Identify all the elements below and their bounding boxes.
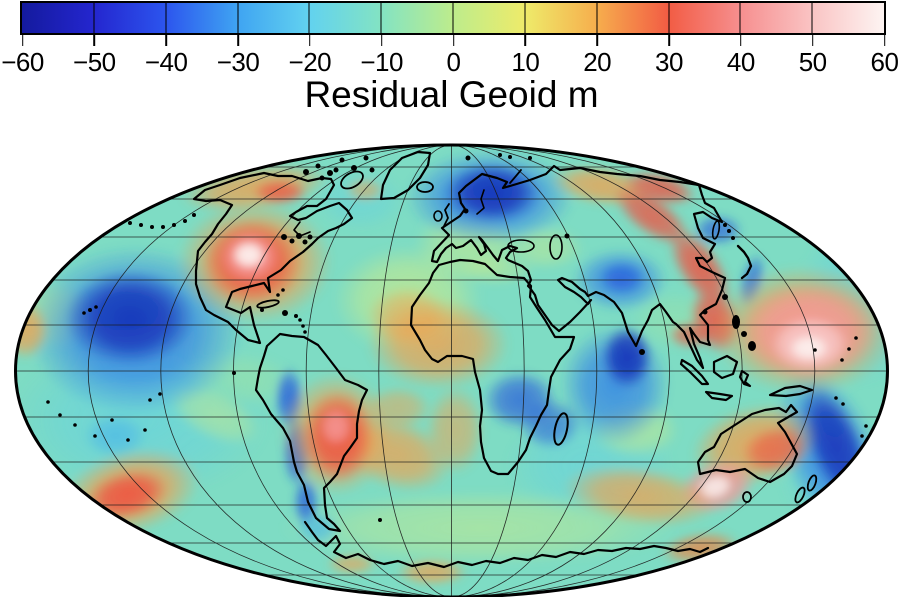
coastline-north-america bbox=[192, 171, 354, 345]
colorbar-tick bbox=[380, 34, 383, 46]
coastline-australia bbox=[696, 403, 799, 484]
coastline-uk bbox=[443, 203, 450, 227]
colorbar-segment-divider bbox=[165, 3, 167, 33]
colorbar-tick-label: 20 bbox=[583, 47, 612, 77]
colorbar-segment-divider bbox=[93, 3, 95, 33]
colorbar-tick bbox=[165, 34, 167, 46]
coastline-caspian-sea bbox=[549, 234, 563, 260]
colorbar-ticks bbox=[21, 34, 886, 46]
coastline-eurasia bbox=[430, 164, 727, 370]
coastline-sumatra bbox=[679, 358, 710, 386]
colorbar-tick-label: −60 bbox=[1, 47, 44, 77]
colorbar-segment-divider bbox=[811, 3, 813, 33]
geoid-anomaly-field bbox=[15, 149, 888, 586]
colorbar-tick-label: 10 bbox=[511, 47, 540, 77]
island-specks bbox=[46, 153, 874, 522]
coastline-iceland bbox=[416, 181, 434, 193]
colorbar-tick-label: 40 bbox=[726, 47, 755, 77]
coastline-ireland bbox=[433, 210, 443, 222]
coastline-java bbox=[704, 390, 734, 402]
colorbar-segment-divider bbox=[524, 3, 526, 33]
coastline-baltic bbox=[476, 189, 485, 215]
coastline-borneo bbox=[712, 354, 739, 380]
coastline-black-sea bbox=[507, 239, 535, 253]
colorbar-tick-label: −10 bbox=[360, 47, 403, 77]
colorbar-tick bbox=[883, 34, 886, 46]
colorbar-segment-divider bbox=[668, 3, 669, 33]
colorbar-tick-label: −30 bbox=[216, 47, 260, 77]
coastline-baffin-island bbox=[340, 170, 364, 190]
coastline-greenland bbox=[379, 150, 432, 201]
colorbar-gradient bbox=[20, 1, 886, 35]
map-border bbox=[14, 143, 889, 597]
coastline-tasmania bbox=[742, 491, 752, 503]
colorbar-tick bbox=[93, 34, 96, 46]
coastline-novaya-zemlya bbox=[509, 169, 522, 184]
colorbar-tick bbox=[237, 34, 239, 46]
colorbar-tick-label: 50 bbox=[798, 47, 827, 77]
colorbar-segment-divider bbox=[308, 3, 310, 33]
coastline-new-zealand-north bbox=[806, 474, 818, 492]
colorbar-tick bbox=[596, 34, 598, 46]
colorbar-tick bbox=[21, 34, 24, 46]
coastline-sulawesi bbox=[738, 369, 752, 388]
colorbar-tick bbox=[811, 34, 814, 46]
coastline-madagascar bbox=[553, 412, 569, 446]
colorbar-tick bbox=[668, 34, 670, 46]
colorbar-segment-divider bbox=[596, 3, 598, 33]
colorbar-segment-divider bbox=[452, 3, 454, 33]
colorbar-tick bbox=[309, 34, 311, 46]
colorbar-tick bbox=[524, 34, 527, 46]
colorbar-tick-label: 60 bbox=[870, 47, 899, 77]
coastline-antarctica bbox=[303, 520, 710, 569]
colorbar-segment-divider bbox=[739, 3, 741, 33]
coastline-japan bbox=[736, 244, 753, 280]
colorbar-tick-label: 0 bbox=[446, 47, 461, 77]
colorbar-tick-label: −40 bbox=[144, 47, 188, 77]
colorbar-segment-divider bbox=[237, 3, 238, 33]
coastlines bbox=[192, 150, 818, 569]
colorbar-tick-label: −20 bbox=[288, 47, 332, 77]
coastline-sakhalin bbox=[711, 220, 721, 240]
colorbar-tick-label: −50 bbox=[73, 47, 116, 77]
coastline-cuba bbox=[256, 299, 280, 309]
coastline-south-america bbox=[254, 332, 369, 533]
coastline-new-zealand-south bbox=[794, 486, 806, 504]
colorbar-segment-divider bbox=[380, 3, 382, 33]
colorbar-tick bbox=[452, 34, 455, 46]
colorbar-labels: −60 −50 −40 −30 −20 −10 0 10 20 30 40 50 60 bbox=[1, 47, 899, 77]
coastline-new-guinea bbox=[768, 384, 814, 398]
colorbar-tick-label: 30 bbox=[655, 47, 683, 77]
figure-title: Residual Geoid m bbox=[304, 74, 599, 115]
coastline-hudson-bay-detail bbox=[293, 221, 311, 237]
colorbar-tick bbox=[740, 34, 742, 46]
